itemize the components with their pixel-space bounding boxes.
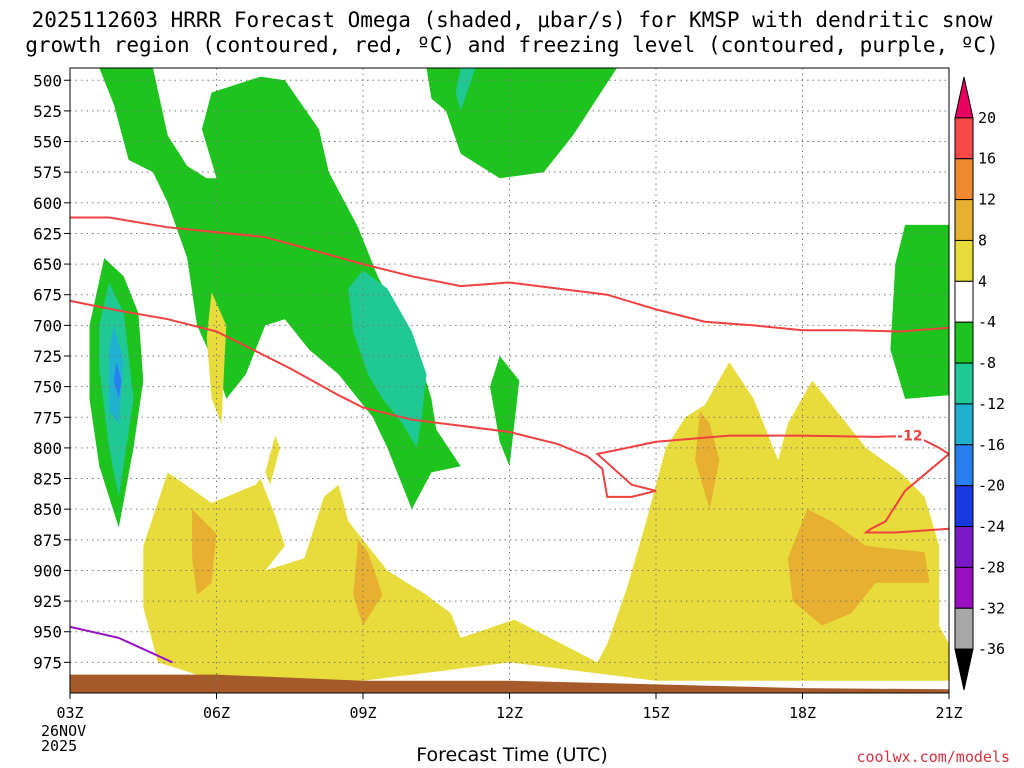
colorbar-label: -20 [978,477,1005,495]
omega-moderate-descent-09z [353,539,383,626]
y-tick-label: 875 [33,531,62,550]
omega-moderate-ascent-upper [455,68,476,111]
colorbar-arrow-top [954,76,974,119]
y-tick-label: 925 [33,592,62,611]
y-tick-label: 575 [33,163,62,182]
colorbar-label: -12 [978,395,1005,413]
x-tick-label: 15Z [642,704,669,722]
colorbar-label: 20 [978,109,996,127]
colorbar: 20 16 12 8 4 -4 -8 -12 -16 -20 -24 -28 -32 -36 [954,76,1005,691]
colorbar-segment [954,158,974,201]
colorbar-label: -28 [978,558,1005,576]
colorbar-segment [954,526,974,568]
x-tick-label: 21Z [935,704,962,722]
y-tick-label: 800 [33,439,62,458]
x-axis-title: Forecast Time (UTC) [416,744,608,766]
colorbar-label: 8 [978,231,987,249]
x-tick-label: 03Z [56,704,83,722]
colorbar-segment [954,566,974,609]
omega-ascent-upper-middle [426,68,617,179]
colorbar-segment [954,117,974,160]
freezing-level [70,625,173,664]
omega-moderate-descent-16z [695,411,720,510]
colorbar-segment [954,239,974,282]
omega-moderate-descent-18z [787,509,930,626]
y-tick-label: 975 [33,653,62,672]
y-tick-label: 525 [33,102,62,121]
colorbar-segment [954,485,974,528]
surface-terrain [70,674,949,693]
colorbar-label: 16 [978,150,996,168]
dgz-lower-boundary [70,299,949,534]
x-axis: 03Z 06Z 09Z 12Z 15Z 18Z 21Z [56,693,963,722]
y-tick-label: 775 [33,408,62,427]
omega-moderate-descent-06z [192,509,217,595]
contour-label: -12 [897,429,922,445]
chart-title-line-2: growth region (contoured, red, ºC) and f… [25,33,999,57]
x-tick-label: 12Z [496,704,523,722]
y-tick-label: 675 [33,286,62,305]
colorbar-segment [954,607,974,650]
colorbar-label: -4 [978,313,996,331]
y-tick-label: 950 [33,623,62,642]
omega-ascent-right-edge [890,224,949,399]
y-tick-label: 725 [33,347,62,366]
x-tick-label: 09Z [349,704,376,722]
x-tick-label: 06Z [203,704,230,722]
colorbar-arrow-bottom [954,648,974,691]
contour-layer: -12 [70,216,949,664]
x-date-year: 2025 [41,737,78,755]
x-date-day: 26NOV [41,722,87,740]
y-tick-label: 500 [33,71,62,90]
colorbar-segment [954,321,974,364]
omega-ascent-core [113,362,122,399]
y-tick-label: 700 [33,316,62,335]
y-tick-label: 550 [33,133,62,152]
site-credit: coolwx.com/models [856,748,1010,766]
colorbar-label: -16 [978,436,1005,454]
colorbar-label: 4 [978,272,987,290]
omega-descent-small-cell [265,435,280,485]
y-tick-label: 650 [33,255,62,274]
y-tick-label: 625 [33,224,62,243]
colorbar-segment [954,444,974,487]
grid-lines [70,68,949,693]
colorbar-label: 12 [978,191,996,209]
y-tick-label: 850 [33,500,62,519]
omega-ascent-12z-sliver [490,356,520,467]
y-tick-label: 750 [33,378,62,397]
chart-title-line-1: 2025112603 HRRR Forecast Omega (shaded, … [31,8,993,32]
omega-ascent-left-column [99,68,461,510]
colorbar-segment [954,199,974,241]
x-tick-label: 18Z [789,704,816,722]
y-tick-label: 600 [33,194,62,213]
y-axis: 500 525 550 575 600 625 650 675 700 725 750 775 800 8… [33,71,70,672]
colorbar-segment [954,280,974,323]
colorbar-label: -36 [978,640,1005,658]
y-tick-label: 825 [33,470,62,489]
omega-descent-left-sliver [206,292,227,424]
colorbar-segment [954,403,974,446]
colorbar-label: -24 [978,518,1005,536]
colorbar-label: -8 [978,354,996,372]
omega-moderate-ascent-middle [348,270,427,448]
colorbar-label: -32 [978,599,1005,617]
colorbar-segment [954,362,974,405]
y-tick-label: 900 [33,561,62,580]
contour-label-bg [895,426,924,443]
dgz-upper-boundary [70,216,949,333]
